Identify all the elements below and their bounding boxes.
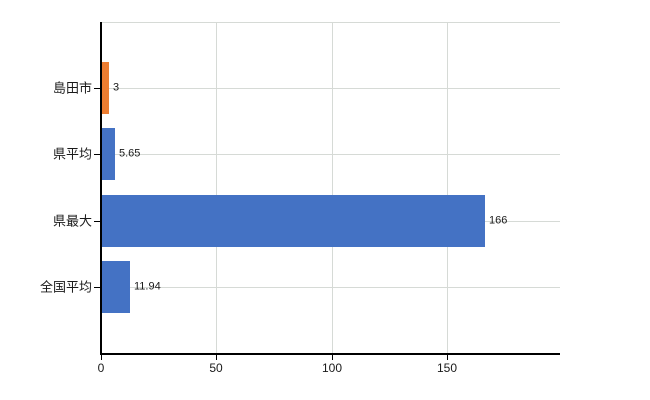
- y-axis-line: [100, 22, 102, 355]
- category-label: 県最大: [52, 213, 92, 229]
- bar-value-label: 5.65: [119, 147, 141, 160]
- grid-line-vertical: [332, 22, 333, 353]
- bar: [102, 195, 485, 247]
- x-axis-tick-label: 0: [97, 361, 105, 375]
- grid-line-horizontal: [101, 287, 560, 288]
- x-axis-tick-label: 50: [209, 361, 223, 375]
- y-tick-mark: [94, 287, 101, 288]
- grid-line-vertical: [447, 22, 448, 353]
- y-tick-mark: [94, 154, 101, 155]
- category-label: 全国平均: [39, 279, 92, 295]
- bar: [102, 128, 115, 180]
- grid-line-horizontal: [101, 154, 560, 155]
- x-tick-mark: [216, 355, 217, 360]
- bar-value-label: 11.94: [134, 280, 161, 293]
- grid-line-horizontal: [101, 88, 560, 89]
- x-tick-mark: [332, 355, 333, 360]
- y-tick-mark: [94, 88, 101, 89]
- y-tick-mark: [94, 221, 101, 222]
- x-tick-mark: [447, 355, 448, 360]
- category-label: 島田市: [52, 80, 92, 96]
- bar-value-label: 3: [113, 81, 120, 94]
- x-axis-line: [100, 353, 560, 355]
- bar-value-label: 166: [489, 214, 508, 227]
- x-axis-tick-label: 150: [436, 361, 458, 375]
- x-tick-mark: [101, 355, 102, 360]
- grid-line-vertical: [216, 22, 217, 353]
- plot-top-border: [101, 22, 560, 23]
- x-axis-tick-label: 100: [321, 361, 343, 375]
- bar: [102, 261, 130, 313]
- bar: [102, 62, 109, 114]
- category-label: 県平均: [52, 146, 92, 162]
